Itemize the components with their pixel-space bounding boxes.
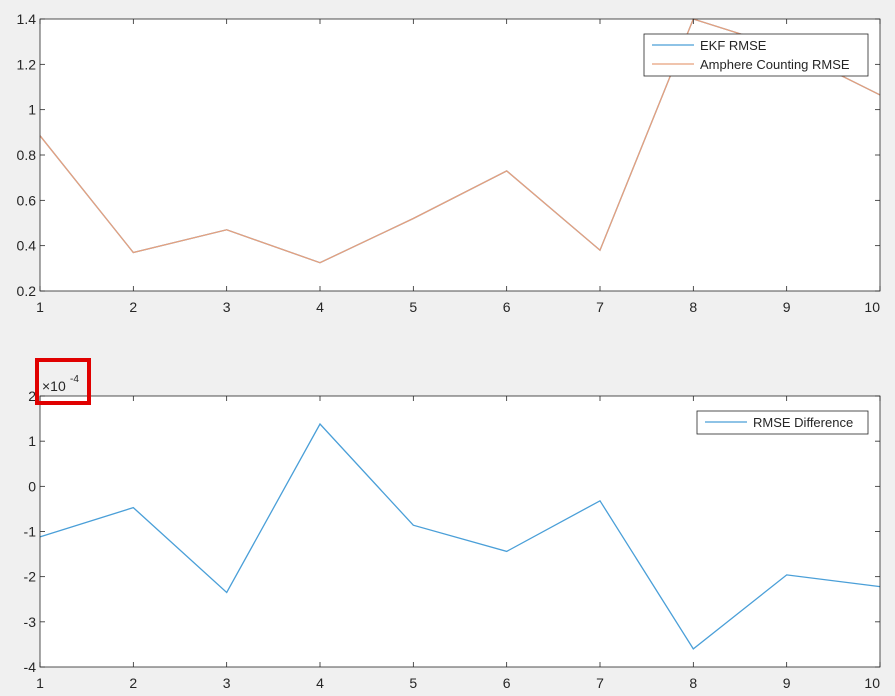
top-y-tick-label: 0.4 (17, 238, 37, 254)
bottom-x-tick-label: 8 (689, 675, 697, 691)
bottom-y-tick-label: 2 (28, 388, 36, 404)
top-y-tick-label: 1 (28, 102, 36, 118)
top-axes-frame (39, 18, 881, 292)
top-x-tick-label: 4 (316, 299, 324, 315)
bottom-plot-lines (39, 422, 881, 650)
top-x-tick-label: 3 (223, 299, 231, 315)
top-y-tick-label: 0.8 (17, 147, 37, 163)
top-x-tick-label: 5 (409, 299, 417, 315)
highlight-box (35, 358, 91, 405)
bottom-legend: RMSE Difference (696, 410, 869, 435)
bottom-axes-frame (39, 395, 881, 668)
bottom-x-tick-label: 2 (129, 675, 137, 691)
top-x-tick-label: 1 (36, 299, 44, 315)
bottom-y-tick-label: -4 (24, 659, 37, 675)
bottom-x-tick-label: 1 (36, 675, 44, 691)
top-legend-box (643, 33, 869, 77)
bottom-y-tick-label: 1 (28, 433, 36, 449)
top-legend: EKF RMSE Amphere Counting RMSE (643, 33, 869, 77)
bottom-x-tick-label: 3 (223, 675, 231, 691)
top-x-tick-label: 10 (864, 299, 880, 315)
y-exponent-label: ×10 -4 (42, 374, 79, 394)
bottom-axis-ticks: 1 2 3 4 5 6 7 8 9 10 -4 -3 -2 -1 0 1 2 (24, 388, 881, 691)
top-y-tick-label: 0.6 (17, 192, 37, 208)
top-x-tick-label: 9 (783, 299, 791, 315)
bottom-y-tick-label: 0 (28, 478, 36, 494)
bottom-legend-box (696, 410, 869, 435)
top-y-tick-label: 1.4 (17, 11, 37, 27)
bottom-y-tick-label: -1 (24, 524, 37, 540)
bottom-axes-background (40, 396, 880, 667)
top-axis-ticks: 1 2 3 4 5 6 7 8 9 10 0.2 0.4 0.6 0.8 1 1.2 1.4 (17, 11, 881, 315)
times-symbol: ×10 (42, 378, 66, 394)
bottom-series-line-1 (39, 422, 881, 650)
bottom-legend-label: RMSE Difference (753, 415, 853, 430)
bottom-x-tick-label: 9 (783, 675, 791, 691)
top-x-tick-label: 6 (503, 299, 511, 315)
bottom-x-tick-label: 4 (316, 675, 324, 691)
bottom-x-tick-label: 5 (409, 675, 417, 691)
top-x-tick-label: 2 (129, 299, 137, 315)
bottom-x-tick-label: 6 (503, 675, 511, 691)
exponent-value: -4 (70, 374, 79, 385)
top-legend-label: Amphere Counting RMSE (700, 57, 850, 72)
bottom-x-tick-label: 7 (596, 675, 604, 691)
bottom-y-tick-label: -3 (24, 614, 37, 630)
top-x-tick-label: 8 (689, 299, 697, 315)
top-y-tick-label: 0.2 (17, 283, 37, 299)
bottom-x-tick-label: 10 (864, 675, 880, 691)
top-x-tick-label: 7 (596, 299, 604, 315)
bottom-y-tick-label: -2 (24, 569, 37, 585)
top-legend-label: EKF RMSE (700, 38, 767, 53)
top-y-tick-label: 1.2 (17, 56, 37, 72)
